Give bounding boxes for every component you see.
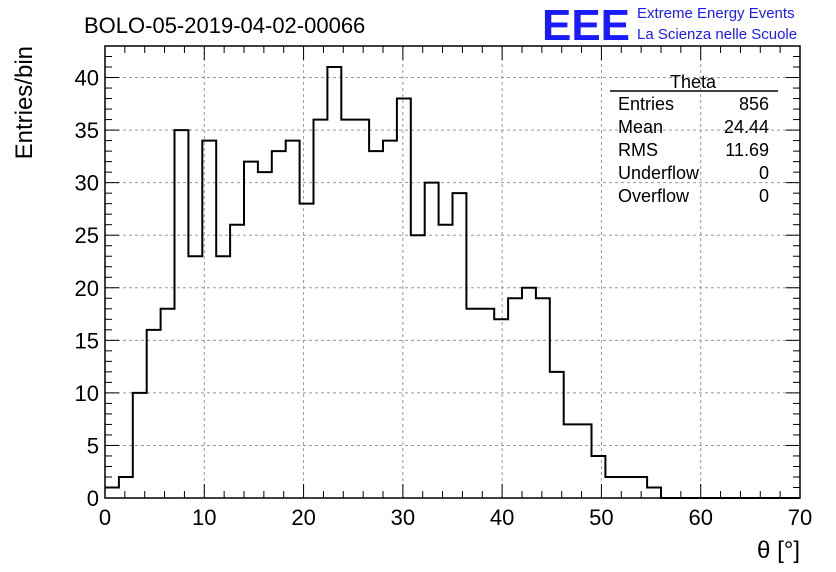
x-tick-label: 10 bbox=[192, 505, 216, 530]
x-tick-label: 40 bbox=[490, 505, 514, 530]
y-tick-labels: 0 5 10 15 20 25 30 35 40 bbox=[75, 66, 99, 511]
eee-logo-mark: EEE bbox=[542, 1, 630, 50]
x-tick-label: 0 bbox=[99, 505, 111, 530]
grid bbox=[105, 46, 800, 498]
y-tick-label: 10 bbox=[75, 381, 99, 406]
y-tick-label: 40 bbox=[75, 66, 99, 91]
chart-title: BOLO-05-2019-04-02-00066 bbox=[84, 13, 365, 38]
stats-label: RMS bbox=[618, 140, 658, 160]
y-tick-label: 35 bbox=[75, 118, 99, 143]
plot-frame bbox=[104, 45, 801, 499]
stats-label: Entries bbox=[618, 94, 674, 114]
x-tick-labels: 0 10 20 30 40 50 60 70 bbox=[99, 505, 812, 530]
y-tick-label: 20 bbox=[75, 276, 99, 301]
x-tick-label: 30 bbox=[391, 505, 415, 530]
y-tick-label: 15 bbox=[75, 328, 99, 353]
stats-value: 24.44 bbox=[724, 117, 769, 137]
y-axis-label: Entries/bin bbox=[11, 46, 38, 159]
stats-value: 11.69 bbox=[725, 140, 769, 160]
stats-label: Mean bbox=[618, 117, 663, 137]
logo-line-1: Extreme Energy Events bbox=[637, 5, 795, 22]
axis-ticks bbox=[104, 45, 801, 499]
y-tick-label: 0 bbox=[87, 486, 99, 511]
x-tick-label: 60 bbox=[688, 505, 712, 530]
x-tick-label: 50 bbox=[589, 505, 613, 530]
stats-rows: Entries 856 Mean 24.44 RMS 11.69 Underflow 0 Ove… bbox=[618, 94, 769, 206]
stats-box: Theta Entries 856 Mean 24.44 RMS 11.69 Underfl… bbox=[610, 72, 778, 206]
y-tick-label: 25 bbox=[75, 223, 99, 248]
x-axis-label: θ [°] bbox=[757, 537, 800, 564]
histogram-line bbox=[105, 66, 800, 499]
stats-label: Underflow bbox=[618, 163, 700, 183]
logo-line-2: La Scienza nelle Scuole bbox=[637, 26, 797, 43]
stats-value: 856 bbox=[739, 94, 769, 114]
stats-label: Overflow bbox=[618, 186, 690, 206]
x-tick-label: 20 bbox=[291, 505, 315, 530]
stats-title: Theta bbox=[670, 72, 717, 92]
y-tick-label: 5 bbox=[87, 433, 99, 458]
stats-value: 0 bbox=[759, 186, 769, 206]
y-tick-label: 30 bbox=[75, 171, 99, 196]
x-tick-label: 70 bbox=[788, 505, 812, 530]
stats-value: 0 bbox=[759, 163, 769, 183]
